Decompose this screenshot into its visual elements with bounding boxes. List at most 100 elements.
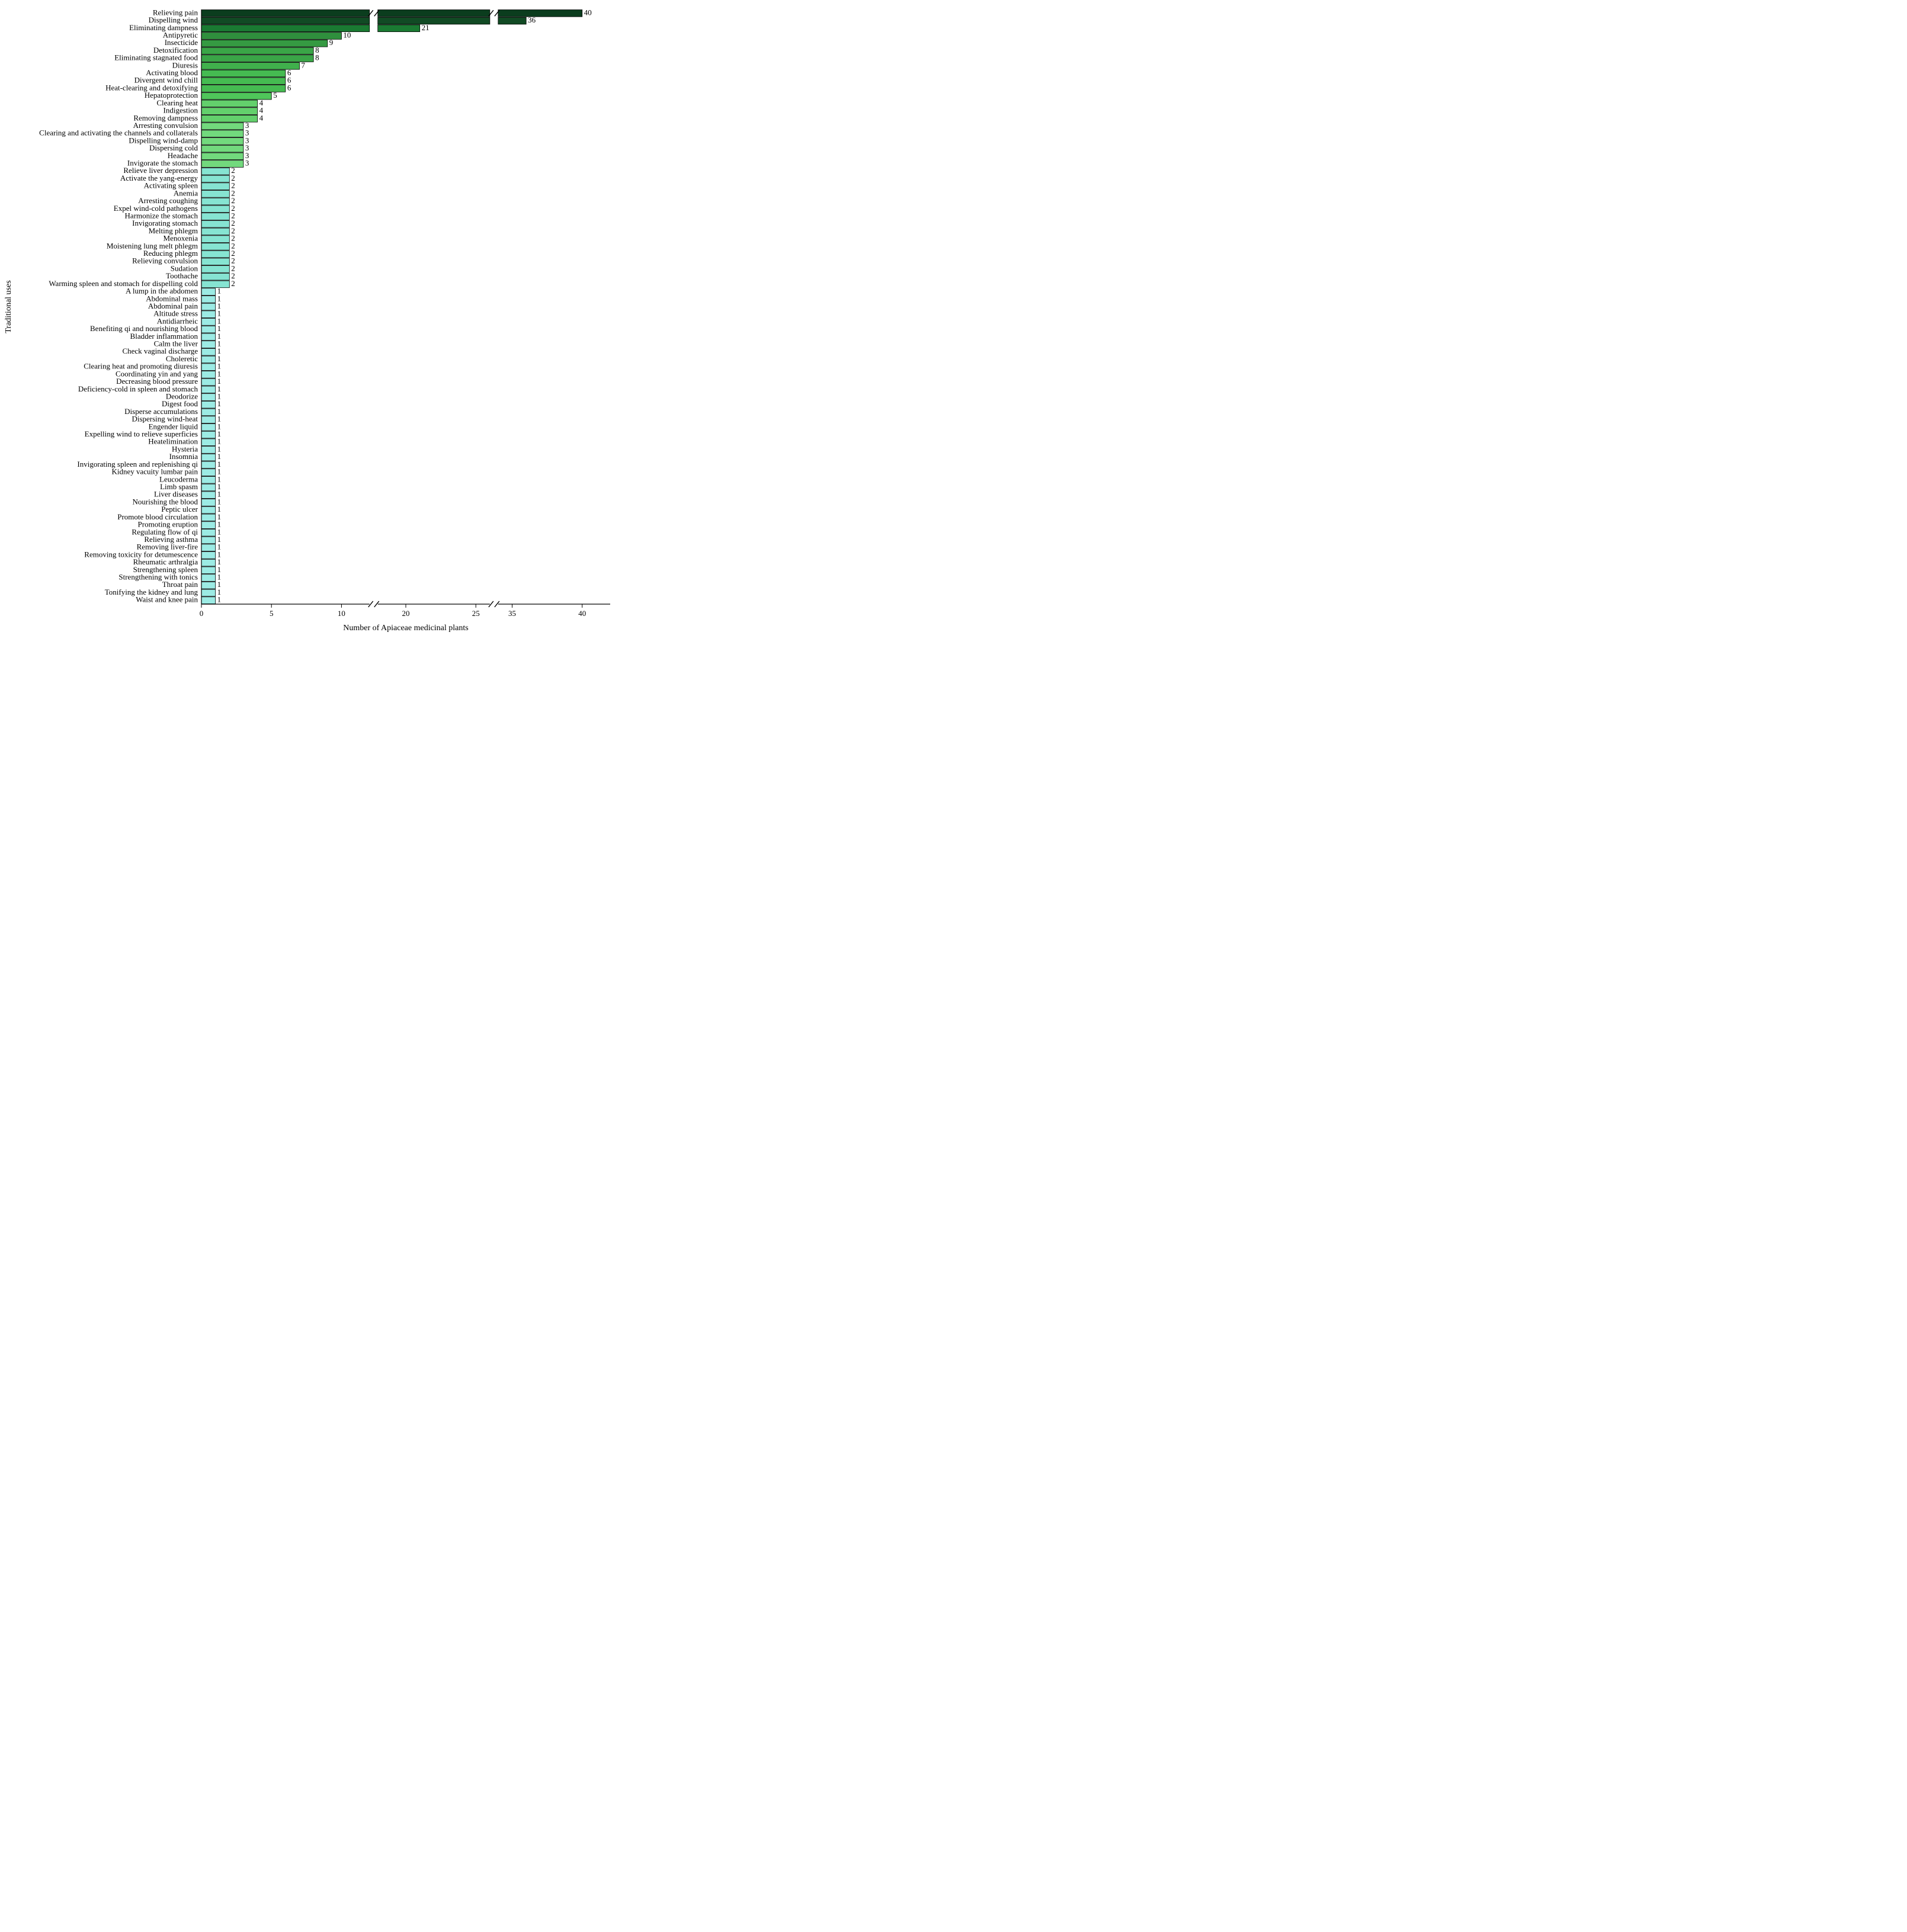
bar [201, 70, 286, 77]
bar-value-label: 40 [584, 8, 592, 17]
bar [201, 288, 216, 296]
bar-value-label: 4 [259, 113, 264, 122]
bar [201, 168, 229, 175]
bar [201, 10, 370, 17]
bar [201, 228, 229, 235]
bar [201, 78, 286, 85]
bar-value-label: 2 [231, 279, 235, 288]
bar [201, 522, 216, 529]
bar [201, 499, 216, 506]
bar [201, 514, 216, 521]
bar [201, 506, 216, 514]
bar [201, 175, 229, 182]
bar [201, 356, 216, 363]
bar [201, 529, 216, 536]
x-tick-label: 35 [508, 609, 516, 618]
bar [201, 333, 216, 341]
bar-value-label: 10 [343, 30, 351, 39]
bar [201, 145, 243, 152]
bar [201, 371, 216, 378]
bar-value-label: 7 [302, 60, 306, 69]
bar [201, 582, 216, 589]
x-tick-label: 0 [200, 609, 204, 618]
bar [201, 364, 216, 371]
bar [201, 484, 216, 491]
bar [201, 469, 216, 476]
bar [498, 17, 526, 24]
bar [201, 341, 216, 348]
bar [201, 100, 258, 107]
bar [201, 311, 216, 318]
bar [201, 476, 216, 483]
bar [201, 220, 229, 227]
bar [201, 108, 258, 115]
bar [201, 454, 216, 461]
bar-value-label: 3 [245, 159, 249, 168]
bar [201, 326, 216, 333]
bar [201, 62, 300, 69]
x-tick-label: 25 [472, 609, 480, 618]
bar [201, 409, 216, 416]
bar [201, 567, 216, 574]
bar [201, 559, 216, 566]
bar [201, 378, 216, 386]
bar [201, 161, 243, 168]
bar-value-label: 36 [528, 15, 536, 24]
bar [201, 130, 243, 137]
bar [201, 236, 229, 243]
bar [201, 431, 216, 438]
bar [201, 273, 229, 280]
bar [201, 266, 229, 273]
bar [201, 544, 216, 551]
x-tick-label: 5 [270, 609, 274, 618]
bar [201, 537, 216, 544]
bar-value-label: 9 [329, 38, 334, 47]
bar-value-label: 6 [287, 83, 291, 92]
bar [201, 198, 229, 205]
x-tick-label: 10 [338, 609, 345, 618]
bar [201, 251, 229, 258]
bar [201, 439, 216, 446]
bar [201, 589, 216, 596]
bar [201, 258, 229, 265]
bar [498, 10, 582, 17]
bar-value-label: 1 [217, 595, 222, 604]
bar [201, 423, 216, 431]
bar [201, 597, 216, 604]
bar [201, 123, 243, 130]
bar [201, 386, 216, 393]
x-tick-label: 40 [578, 609, 586, 618]
bar [201, 55, 313, 62]
bar [201, 40, 328, 47]
bar [201, 206, 229, 213]
bar [201, 138, 243, 145]
bar [201, 348, 216, 355]
bar-value-label: 8 [315, 53, 319, 62]
bar [201, 575, 216, 582]
bar [378, 25, 420, 32]
bar [201, 416, 216, 423]
bar-value-label: 5 [273, 91, 277, 100]
bar [201, 461, 216, 468]
bar [201, 303, 216, 310]
bar-value-label: 21 [422, 23, 430, 32]
bar [201, 447, 216, 454]
bar [201, 213, 229, 220]
bar [201, 183, 229, 190]
bar [378, 17, 490, 24]
category-label: Waist and knee pain [136, 595, 198, 604]
bar [201, 552, 216, 559]
bar [201, 281, 229, 288]
bar [201, 296, 216, 303]
bar-chart: 40Relieving pain36Dispelling wind21Elimi… [0, 0, 636, 644]
bar [201, 243, 229, 250]
chart-page: { "chart": { "type": "bar-horizontal-bro… [0, 0, 636, 644]
bar [201, 319, 216, 326]
x-axis-title: Number of Apiaceae medicinal plants [343, 624, 468, 633]
bar [201, 153, 243, 160]
bar [201, 33, 341, 40]
x-tick-label: 20 [402, 609, 410, 618]
bar [201, 47, 313, 54]
bar [201, 191, 229, 198]
bar [378, 10, 490, 17]
